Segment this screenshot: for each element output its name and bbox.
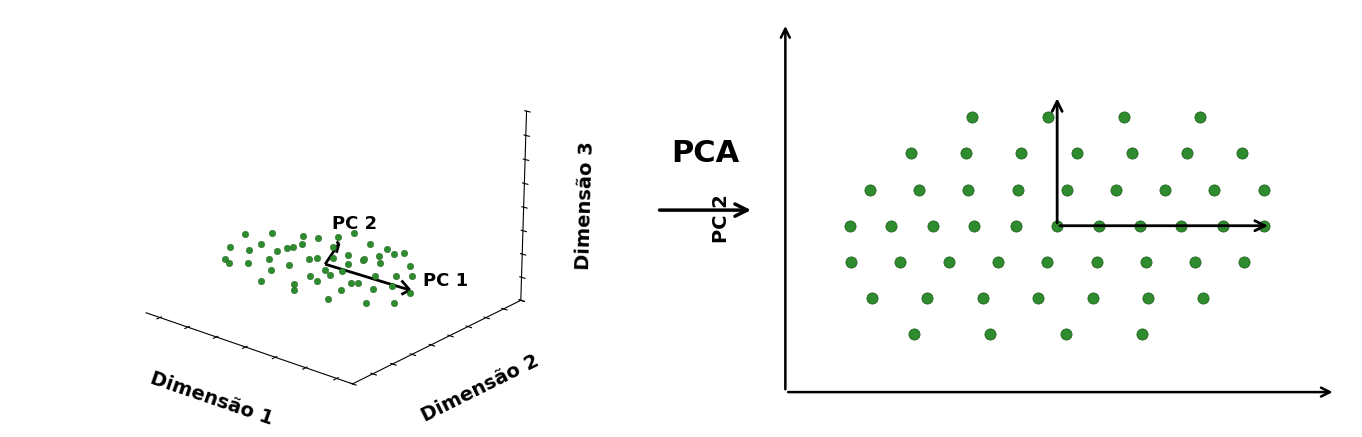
Point xyxy=(1056,331,1077,338)
Point xyxy=(1005,222,1027,229)
Point xyxy=(1113,114,1135,121)
Text: PC 2: PC 2 xyxy=(712,194,731,243)
Point xyxy=(917,295,938,302)
Point xyxy=(1081,295,1103,302)
Point xyxy=(861,295,883,302)
Point xyxy=(1212,222,1234,229)
Point xyxy=(1121,150,1143,157)
Point xyxy=(1184,258,1205,265)
Point xyxy=(1011,150,1032,157)
Point xyxy=(1135,258,1156,265)
Point xyxy=(1038,114,1060,121)
Point xyxy=(839,222,861,229)
Point xyxy=(1170,222,1192,229)
Point xyxy=(859,186,881,193)
Point xyxy=(922,222,944,229)
Point xyxy=(889,258,911,265)
Point xyxy=(1086,258,1107,265)
Point xyxy=(881,222,903,229)
Point xyxy=(971,295,993,302)
Point xyxy=(1137,295,1159,302)
Point xyxy=(1007,186,1028,193)
Point xyxy=(955,150,977,157)
Point xyxy=(908,186,930,193)
Point xyxy=(1189,114,1211,121)
Point xyxy=(1129,222,1151,229)
Y-axis label: Dimensão 2: Dimensão 2 xyxy=(418,351,542,426)
Point xyxy=(957,186,979,193)
Point xyxy=(987,258,1009,265)
X-axis label: Dimensão 1: Dimensão 1 xyxy=(147,368,275,428)
Point xyxy=(963,222,985,229)
Point xyxy=(1204,186,1226,193)
Point xyxy=(1105,186,1126,193)
Point xyxy=(903,331,925,338)
Point xyxy=(1253,222,1275,229)
Point xyxy=(938,258,960,265)
Point xyxy=(900,150,922,157)
Point xyxy=(1193,295,1215,302)
Point xyxy=(962,114,983,121)
Point xyxy=(1177,150,1199,157)
Point xyxy=(1130,331,1152,338)
Point xyxy=(840,258,862,265)
Point xyxy=(1027,295,1049,302)
Point xyxy=(1046,222,1068,229)
Point xyxy=(1088,222,1110,229)
Point xyxy=(1065,150,1087,157)
Point xyxy=(979,331,1001,338)
Point xyxy=(1036,258,1058,265)
Point xyxy=(1056,186,1077,193)
Point xyxy=(1253,186,1275,193)
Point xyxy=(1231,150,1253,157)
Point xyxy=(1234,258,1256,265)
Point xyxy=(1155,186,1177,193)
Text: PCA: PCA xyxy=(671,139,740,168)
